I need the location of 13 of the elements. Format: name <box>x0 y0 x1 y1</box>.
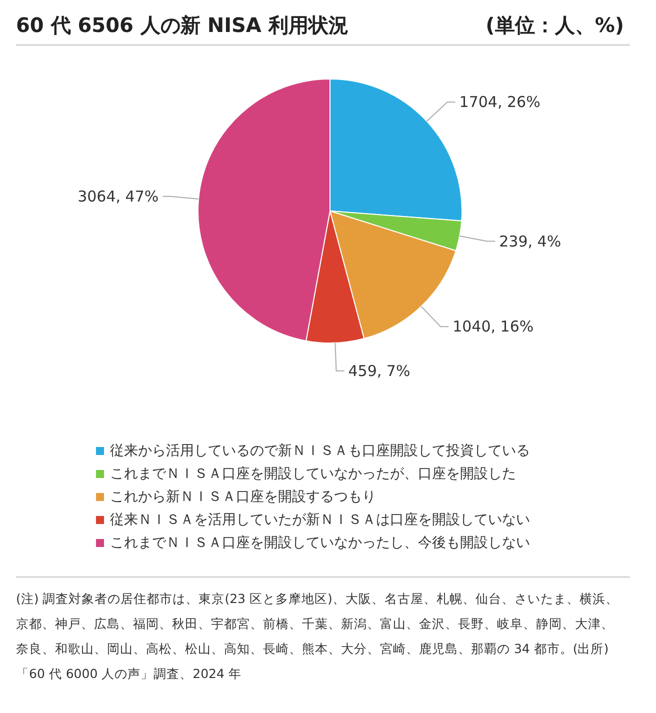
data-label: 239, 4% <box>499 232 562 250</box>
legend-label: これまでＮＩＳＡ口座を開設していなかったが、口座を開設した <box>110 466 516 482</box>
legend-label: 従来ＮＩＳＡを活用していたが新ＮＩＳＡは口座を開設していない <box>110 512 530 528</box>
data-label: 1040, 16% <box>452 318 534 336</box>
chart-subtitle: (単位：人、%) <box>486 12 624 39</box>
chart-title: 60 代 6506 人の新 NISA 利用状況 <box>16 12 348 39</box>
data-label: 1704, 26% <box>459 93 540 112</box>
legend-label: これまでＮＩＳＡ口座を開設していなかったし、今後も開設しない <box>110 535 530 551</box>
legend-label: 従来から活用しているので新ＮＩＳＡも口座開設して投資している <box>110 443 530 459</box>
legend-label: これから新ＮＩＳＡ口座を開設するつもり <box>110 489 376 505</box>
data-label: 3064, 47% <box>78 187 159 206</box>
text: (注) 調査対象者の居住都市は、東京(23 区と多摩地区)、大阪、名古屋、札幌、仙台、さいたま、横浜、京都、神戸、広島、福岡、秋田、宇都宮、前橋、千葉、新潟、富山、金沢、長野、岐阜、静岡、大津、奈良、和歌山、岡山、高松、松山、高知、長崎、熊本、大分、宮崎、鹿児島、那覇の 34 都市。(出所)「60 代 6000 人の声」調査、2024 年 <box>16 590 620 683</box>
data-label: 459, 7% <box>348 362 410 380</box>
